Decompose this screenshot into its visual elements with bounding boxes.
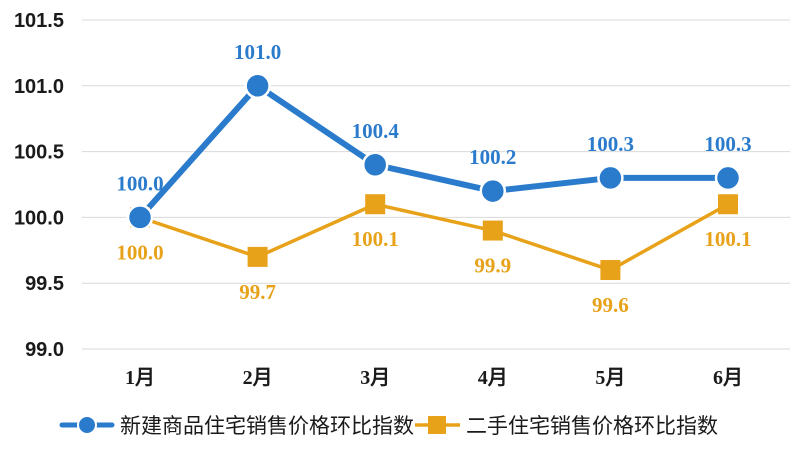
data-label-series-2: 99.6 bbox=[592, 293, 629, 317]
data-label-series-1: 100.3 bbox=[704, 132, 751, 156]
data-label-series-1: 100.3 bbox=[587, 132, 634, 156]
legend-marker-square-2 bbox=[428, 416, 446, 434]
data-label-series-2: 100.0 bbox=[116, 240, 163, 264]
series-1-point bbox=[361, 151, 389, 179]
y-tick-label: 101.5 bbox=[14, 10, 64, 32]
data-label-series-1: 100.2 bbox=[469, 145, 516, 169]
series-2-point bbox=[600, 260, 621, 281]
data-label-series-2: 100.1 bbox=[352, 227, 399, 251]
legend-label-1: 新建商品住宅销售价格环比指数 bbox=[120, 415, 414, 438]
x-tick-label: 6月 bbox=[713, 367, 743, 389]
data-label-series-2: 99.9 bbox=[474, 254, 511, 278]
series-2-point bbox=[482, 220, 503, 241]
series-1-point bbox=[126, 204, 154, 231]
legend-marker-circle-1 bbox=[77, 415, 97, 435]
y-tick-label: 100.5 bbox=[14, 142, 64, 164]
x-tick-label: 5月 bbox=[595, 367, 625, 389]
legend-label-2: 二手住宅销售价格环比指数 bbox=[466, 415, 718, 438]
series-2-point bbox=[718, 194, 738, 215]
series-line-2 bbox=[138, 202, 730, 272]
data-label-series-1: 100.4 bbox=[352, 119, 400, 143]
x-tick-label: 1月 bbox=[125, 367, 155, 389]
x-tick-label: 3月 bbox=[360, 367, 390, 389]
data-label-series-1: 101.0 bbox=[234, 40, 281, 64]
series-1-point bbox=[479, 177, 507, 205]
series-2-point bbox=[365, 194, 386, 215]
y-tick-label: 99.5 bbox=[25, 273, 64, 295]
series-line-1 bbox=[137, 82, 731, 221]
y-tick-label: 100.0 bbox=[14, 207, 64, 229]
y-tick-label: 101.0 bbox=[14, 76, 64, 98]
data-label-series-1: 100.0 bbox=[116, 171, 163, 195]
data-label-series-2: 99.7 bbox=[239, 280, 276, 304]
series-1-point bbox=[714, 164, 742, 192]
data-label-series-2: 100.1 bbox=[704, 227, 751, 251]
y-tick-label: 99.0 bbox=[25, 339, 64, 361]
x-tick-label: 2月 bbox=[243, 367, 273, 389]
series-1-point bbox=[597, 164, 624, 192]
series-1-point bbox=[244, 72, 271, 100]
x-tick-label: 4月 bbox=[478, 367, 508, 389]
series-2-point bbox=[247, 246, 268, 267]
